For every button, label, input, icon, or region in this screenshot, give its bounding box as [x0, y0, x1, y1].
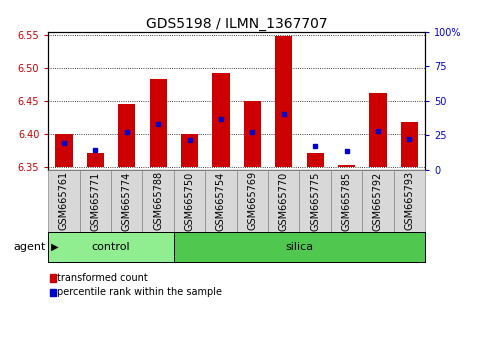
- Text: GSM665754: GSM665754: [216, 171, 226, 230]
- Text: percentile rank within the sample: percentile rank within the sample: [57, 287, 222, 297]
- Text: GSM665770: GSM665770: [279, 171, 289, 230]
- Text: ▶: ▶: [48, 242, 59, 252]
- Bar: [213, 73, 229, 167]
- Text: GSM665793: GSM665793: [404, 171, 414, 230]
- Bar: [275, 36, 292, 167]
- Bar: [56, 134, 72, 167]
- Bar: [118, 104, 135, 167]
- Bar: [244, 101, 261, 167]
- Text: GSM665761: GSM665761: [59, 171, 69, 230]
- Text: agent: agent: [14, 242, 46, 252]
- Title: GDS5198 / ILMN_1367707: GDS5198 / ILMN_1367707: [146, 17, 327, 31]
- Text: silica: silica: [285, 242, 313, 252]
- Bar: [401, 122, 418, 167]
- Bar: [150, 79, 167, 167]
- Text: GSM665771: GSM665771: [90, 171, 100, 230]
- Text: GSM665750: GSM665750: [185, 171, 195, 230]
- Bar: [87, 154, 104, 167]
- Text: GSM665792: GSM665792: [373, 171, 383, 230]
- Text: GSM665785: GSM665785: [341, 171, 352, 230]
- Text: GSM665774: GSM665774: [122, 171, 132, 230]
- Bar: [307, 154, 324, 167]
- Text: GSM665775: GSM665775: [310, 171, 320, 230]
- Text: control: control: [92, 242, 130, 252]
- Text: transformed count: transformed count: [57, 273, 148, 283]
- Bar: [181, 134, 198, 167]
- Text: GSM665769: GSM665769: [247, 171, 257, 230]
- Text: GSM665788: GSM665788: [153, 171, 163, 230]
- Bar: [369, 93, 386, 167]
- Bar: [338, 165, 355, 167]
